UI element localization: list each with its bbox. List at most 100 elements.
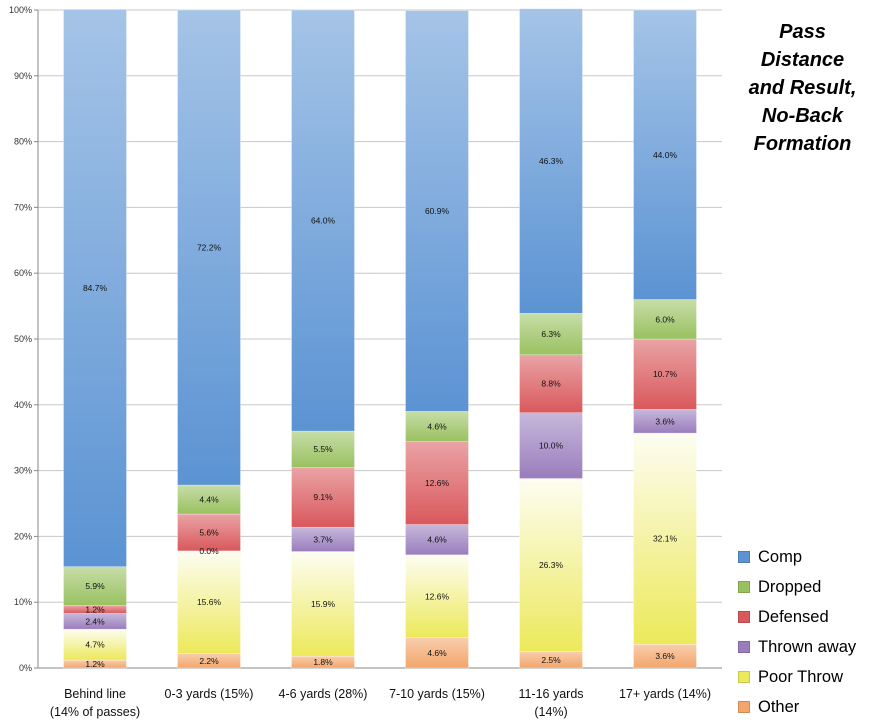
y-tick-label: 0%	[19, 663, 32, 673]
legend-label: Thrown away	[758, 637, 857, 656]
bar-segment-thrown-away	[291, 526, 355, 552]
data-label: 5.9%	[85, 581, 105, 591]
data-label: 15.6%	[197, 597, 222, 607]
bar-segment-dropped	[291, 430, 355, 468]
x-tick-label: 4-6 yards (28%)	[279, 687, 368, 701]
data-label: 4.7%	[85, 640, 105, 650]
data-label: 6.0%	[655, 314, 675, 324]
chart-title-line: Pass	[779, 21, 826, 43]
x-tick-label: 17+ yards (14%)	[619, 687, 711, 701]
data-label: 8.8%	[541, 379, 561, 389]
y-tick-label: 10%	[14, 597, 32, 607]
legend-label: Comp	[758, 547, 803, 566]
data-label: 32.1%	[653, 534, 678, 544]
y-tick-label: 30%	[14, 466, 32, 476]
legend-label: Other	[758, 697, 800, 716]
data-label: 44.0%	[653, 150, 678, 160]
x-tick-label: 11-16 yards (14%)	[518, 687, 583, 719]
bar-segment-comp	[519, 8, 583, 314]
bar-segment-poor-throw	[177, 550, 241, 654]
bar-segment-comp	[291, 9, 355, 432]
chart-title-line: Distance	[760, 49, 845, 71]
data-label: 1.8%	[313, 657, 333, 667]
legend-item-other: Other	[738, 692, 876, 722]
data-label: 46.3%	[539, 156, 564, 166]
bars	[63, 8, 697, 669]
y-tick-label: 70%	[14, 202, 32, 212]
legend-swatch	[738, 671, 750, 683]
bar-segment-poor-throw	[405, 554, 469, 638]
legend-item-thrown-away: Thrown away	[738, 632, 876, 662]
data-label: 64.0%	[311, 216, 336, 226]
bar-segment-other	[405, 637, 469, 669]
y-tick-label: 100%	[9, 5, 32, 15]
data-label: 2.4%	[85, 616, 105, 626]
bar-segment-dropped	[633, 299, 697, 340]
x-tick-label: 0-3 yards (15%)	[165, 687, 254, 701]
bar-segment-defensed	[633, 338, 697, 410]
legend-item-dropped: Dropped	[738, 572, 876, 602]
data-label: 1.2%	[85, 604, 105, 614]
y-tick-label: 90%	[14, 71, 32, 81]
chart-title: Pass Distance and Result, No-Back Formation	[735, 18, 870, 158]
bar-segment-dropped	[63, 566, 127, 606]
bar-segment-dropped	[405, 411, 469, 442]
legend-swatch	[738, 701, 750, 713]
data-label: 10.7%	[653, 369, 678, 379]
chart-title-line: and Result,	[748, 77, 857, 99]
data-label: 5.6%	[199, 527, 219, 537]
data-label: 4.6%	[427, 535, 447, 545]
bar-segment-poor-throw	[633, 432, 697, 645]
legend-swatch	[738, 611, 750, 623]
data-label: 12.6%	[425, 478, 450, 488]
bar-segment-thrown-away	[519, 412, 583, 479]
data-label: 1.2%	[85, 659, 105, 669]
bar-segment-defensed	[519, 354, 583, 413]
data-label: 26.3%	[539, 560, 564, 570]
bar-segment-comp	[177, 9, 241, 486]
data-label: 3.7%	[313, 534, 333, 544]
data-labels: 1.2% 4.7% 2.4% 1.2% 5.9% 84.7% 2.2% 15.6% 0.0% 5.…	[83, 150, 678, 669]
y-tick-label: 20%	[14, 531, 32, 541]
data-label: 6.3%	[541, 329, 561, 339]
bar-segment-poor-throw	[63, 628, 127, 661]
data-label: 84.7%	[83, 283, 108, 293]
bar-segment-dropped	[177, 484, 241, 515]
legend-swatch	[738, 641, 750, 653]
x-axis-labels: Behind line (14% of passes) 0-3 yards (15%…	[50, 687, 711, 719]
y-tick-label: 60%	[14, 268, 32, 278]
data-label: 15.9%	[311, 599, 336, 609]
data-label: 9.1%	[313, 492, 333, 502]
data-label: 60.9%	[425, 206, 450, 216]
legend-swatch	[738, 581, 750, 593]
data-label: 4.4%	[199, 495, 219, 505]
bar-segment-defensed	[405, 441, 469, 525]
legend: Comp Dropped Defensed Thrown away Poor Throw…	[738, 542, 876, 722]
data-label: 12.6%	[425, 591, 450, 601]
bar-segment-comp	[63, 9, 127, 567]
chart-title-line: No-Back	[761, 105, 844, 127]
data-label: 0.0%	[199, 546, 219, 556]
bar-segment-comp	[633, 9, 697, 300]
legend-item-poor-throw: Poor Throw	[738, 662, 876, 692]
data-label: 72.2%	[197, 243, 222, 253]
bar-segment-poor-throw	[291, 551, 355, 657]
chart-title-line: Formation	[753, 133, 852, 155]
data-label: 4.6%	[427, 422, 447, 432]
bar-segment-dropped	[519, 313, 583, 356]
bar-segment-defensed	[291, 467, 355, 528]
legend-label: Defensed	[758, 607, 829, 626]
data-label: 10.0%	[539, 441, 564, 451]
y-axis: 0% 10% 20% 30% 40% 50% 60% 70% 80% 90% 100%	[9, 5, 722, 673]
x-tick-label: 7-10 yards (15%)	[389, 687, 485, 701]
legend-item-defensed: Defensed	[738, 602, 876, 632]
bar-segment-defensed	[177, 513, 241, 552]
data-label: 5.5%	[313, 444, 333, 454]
x-tick-label: Behind line (14% of passes)	[50, 687, 140, 719]
legend-item-comp: Comp	[738, 542, 876, 572]
data-label: 2.5%	[541, 655, 561, 665]
data-label: 3.6%	[655, 651, 675, 661]
gridlines	[38, 9, 722, 669]
y-tick-label: 80%	[14, 137, 32, 147]
